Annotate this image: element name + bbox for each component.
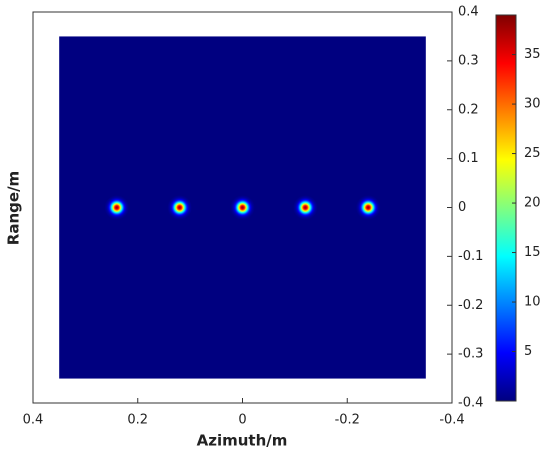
colorbar xyxy=(495,14,517,402)
colorbar-tick-label: 5 xyxy=(524,344,532,359)
colorbar-tick-label: 25 xyxy=(524,146,541,161)
y-tick-label: 0.4 xyxy=(458,5,479,20)
colorbar-tick-label: 35 xyxy=(524,47,541,62)
y-tick-label: -0.4 xyxy=(458,396,483,411)
x-axis-label: Azimuth/m xyxy=(197,432,288,450)
target-point xyxy=(104,195,129,220)
colorbar-tick-label: 30 xyxy=(524,97,541,112)
colorbar-tick-label: 15 xyxy=(524,245,541,260)
y-tick-label: -0.3 xyxy=(458,347,483,362)
colorbar-tick-label: 10 xyxy=(524,295,541,310)
y-axis-label: Range/m xyxy=(5,171,23,245)
x-tick-label: 0.2 xyxy=(127,413,148,428)
y-tick-label: -0.1 xyxy=(458,249,483,264)
y-tick-label: 0.3 xyxy=(458,53,479,68)
target-point xyxy=(356,195,381,220)
x-tick-label: 0 xyxy=(238,413,246,428)
y-tick-label: 0.1 xyxy=(458,151,479,166)
target-point xyxy=(167,195,192,220)
x-tick-label: -0.2 xyxy=(335,413,360,428)
target-point xyxy=(230,195,255,220)
y-tick-label: -0.2 xyxy=(458,298,483,313)
y-tick-label: 0 xyxy=(458,200,466,215)
x-tick-label: -0.4 xyxy=(439,413,464,428)
y-tick-label: 0.2 xyxy=(458,102,479,117)
target-point xyxy=(293,195,318,220)
colorbar-tick-label: 20 xyxy=(524,196,541,211)
x-tick-label: 0.4 xyxy=(23,413,44,428)
